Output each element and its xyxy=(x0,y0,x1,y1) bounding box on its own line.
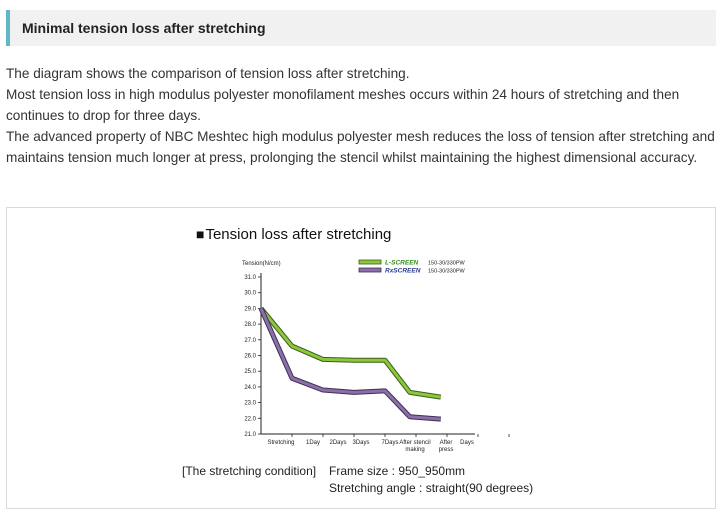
y-tick-label: 29.0 xyxy=(244,306,256,312)
chart-title-marker: ■ xyxy=(196,226,205,242)
intro-paragraph-2: Most tension loss in high modulus polyes… xyxy=(6,87,680,123)
intro-paragraph-1: The diagram shows the comparison of tens… xyxy=(6,66,410,81)
x-tick-label: making xyxy=(405,447,424,453)
y-tick-label: 21.0 xyxy=(244,432,256,438)
chart-title-text: Tension loss after stretching xyxy=(205,226,392,243)
x-tick-label: 7Days xyxy=(381,440,398,446)
series-line-0 xyxy=(259,307,442,399)
condition-frame-size: Frame size : 950_950mm xyxy=(329,464,466,478)
intro-paragraph-3: The advanced property of NBC Meshtec hig… xyxy=(6,129,715,165)
x-tick-label: 3Days xyxy=(352,440,369,446)
condition-label: [The stretching condition] xyxy=(182,464,317,478)
x-tick-label: Days xyxy=(460,440,474,446)
condition-angle: Stretching angle : straight(90 degrees) xyxy=(329,481,534,495)
x-tick-label: After xyxy=(440,440,453,446)
series-line-outline xyxy=(258,307,441,422)
x-tick-label: After stencil xyxy=(399,440,430,446)
legend-spec: 150-30/330PW xyxy=(428,269,465,275)
y-axis-label: Tension(N/cm) xyxy=(242,261,281,267)
x-tick-label: press xyxy=(439,447,454,453)
legend-spec: 150-30/330PW xyxy=(428,261,465,267)
y-tick-label: 24.0 xyxy=(244,385,256,391)
y-tick-label: 23.0 xyxy=(244,401,256,407)
series-line-1 xyxy=(259,307,441,421)
x-tick-label: 1Day xyxy=(306,440,320,446)
x-tick-label: 2Days xyxy=(329,440,346,446)
y-tick-label: 30.0 xyxy=(244,291,256,297)
x-tick-label: Stretching xyxy=(267,440,294,446)
legend-name: L-SCREEN xyxy=(385,260,419,267)
section-title: Minimal tension loss after stretching xyxy=(22,20,266,36)
y-tick-label: 26.0 xyxy=(244,354,256,360)
section-header: Minimal tension loss after stretching xyxy=(6,10,716,46)
y-tick-label: 25.0 xyxy=(244,369,256,375)
intro-text: The diagram shows the comparison of tens… xyxy=(6,63,718,168)
y-tick-label: 28.0 xyxy=(244,322,256,328)
y-tick-label: 31.0 xyxy=(244,275,256,281)
y-tick-label: 27.0 xyxy=(244,338,256,344)
legend-name: RxSCREEN xyxy=(385,268,421,275)
series-line-outline xyxy=(259,306,442,400)
legend-swatch xyxy=(358,259,382,265)
y-tick-label: 22.0 xyxy=(244,416,256,422)
legend-swatch xyxy=(358,267,382,273)
chart-title: ■Tension loss after stretching xyxy=(196,226,391,243)
